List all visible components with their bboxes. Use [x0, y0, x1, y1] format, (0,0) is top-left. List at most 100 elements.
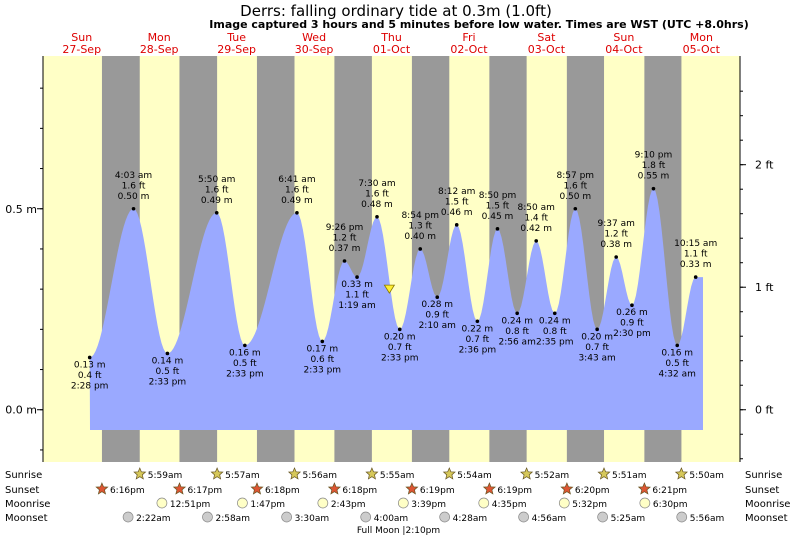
moonset-time: 2:58am — [215, 514, 250, 524]
moonset-time: 4:56am — [532, 514, 567, 524]
sunrise-icon — [442, 467, 456, 480]
tide-label: 0.50 m — [559, 192, 591, 202]
tide-label: 1.8 ft — [642, 161, 666, 171]
sunrise-icon — [674, 467, 688, 480]
moonrise-time: 4:35pm — [492, 500, 527, 510]
row-label-moonrise-left: Moonrise — [5, 499, 50, 510]
tide-label: 0.16 m — [661, 348, 693, 358]
tide-point — [552, 311, 557, 316]
tide-point — [243, 343, 247, 348]
moonset-icon — [439, 511, 451, 523]
tide-point — [342, 259, 347, 263]
tide-label: 0.5 ft — [665, 359, 689, 369]
sunset-icon — [250, 482, 264, 495]
tide-label: 1.3 ft — [408, 221, 432, 231]
tide-label: 0.8 ft — [543, 327, 567, 337]
chart-subtitle: Image captured 3 hours and 5 minutes bef… — [209, 18, 748, 31]
sunrise-icon — [210, 467, 224, 480]
tide-label: 0.7 ft — [388, 343, 412, 353]
tide-point — [454, 223, 459, 227]
moonrise-time: 1:47pm — [250, 500, 285, 510]
tide-labels: 0.13 m0.4 ft2:28 pm4:03 am1.6 ft0.50 m0.… — [71, 151, 717, 392]
tide-point — [87, 355, 92, 360]
tide-label: 0.33 m — [680, 260, 712, 270]
sunset-time: 6:21pm — [652, 486, 687, 496]
astronomy-rows: 5:59am 5:57am 5:56am 5:55am 5:54am 5:52am 5:51… — [95, 467, 724, 536]
tide-label: 0.5 ft — [156, 367, 180, 377]
tide-label: 2:33 pm — [226, 369, 264, 379]
tide-label: 0.4 ft — [78, 371, 102, 381]
tide-label: 0.17 m — [306, 344, 338, 354]
tide-point — [495, 227, 500, 231]
tide-point — [651, 186, 656, 191]
row-label-moonrise-right: Moonrise — [745, 499, 790, 510]
moonrise-icon — [317, 497, 329, 509]
sunrise-icon — [287, 467, 302, 480]
tide-point — [397, 327, 402, 332]
moonset-time: 4:00am — [374, 514, 409, 524]
tide-label: 0.42 m — [520, 224, 552, 234]
day-date: 30-Sep — [295, 43, 334, 56]
moonset-icon — [360, 511, 372, 523]
tide-point — [675, 343, 680, 348]
tide-label: 8:50 pm — [479, 191, 517, 201]
tide-label: 0.26 m — [616, 308, 648, 318]
tide-point — [630, 303, 634, 308]
sunset-time: 6:17pm — [187, 486, 222, 496]
tide-label: 9:37 am — [598, 219, 635, 229]
tide-label: 0.46 m — [441, 208, 473, 218]
tide-point — [614, 255, 618, 259]
tide-label: 0.13 m — [74, 360, 106, 370]
tide-label: 6:41 am — [278, 175, 315, 185]
tide-label: 2:35 pm — [536, 337, 574, 347]
moonset-icon — [676, 511, 688, 523]
day-headers: Sun27-SepMon28-SepTue29-SepWed30-SepThu0… — [62, 31, 720, 56]
tide-label: 4:03 am — [115, 171, 152, 181]
moonset-icon — [518, 511, 529, 523]
tide-label: 1.6 ft — [205, 185, 229, 195]
tide-label: 1.5 ft — [445, 197, 469, 207]
tide-label: 0.9 ft — [425, 311, 449, 321]
tide-label: 0.14 m — [152, 356, 184, 366]
sunset-time: 6:18pm — [265, 486, 300, 496]
moonset-icon — [281, 511, 292, 523]
tide-label: 0.6 ft — [310, 355, 334, 365]
moonrise-icon — [478, 497, 490, 509]
day-date: 05-Oct — [683, 43, 721, 56]
day-date: 29-Sep — [217, 43, 256, 56]
tide-point — [295, 210, 299, 215]
tide-label: 0.24 m — [501, 316, 533, 326]
sunset-time: 6:20pm — [575, 486, 610, 496]
sunset-icon — [327, 482, 341, 495]
tide-label: 0.48 m — [361, 200, 393, 210]
tide-label: 9:26 pm — [326, 223, 364, 233]
full-moon-label: Full Moon |2:10pm — [357, 526, 440, 536]
sunset-icon — [172, 482, 187, 495]
day-name: Thu — [380, 31, 402, 44]
tide-label: 1.6 ft — [122, 181, 146, 191]
tide-label: 0.16 m — [229, 348, 261, 358]
tide-label: 0.40 m — [404, 232, 436, 242]
tide-label: 2:33 pm — [381, 353, 419, 363]
tide-label: 7:30 am — [358, 179, 395, 189]
sunset-icon — [95, 482, 109, 495]
moonset-icon — [202, 511, 213, 523]
sunrise-icon — [520, 467, 534, 480]
tide-label: 0.55 m — [638, 172, 670, 182]
moonset-icon — [597, 511, 608, 523]
tide-label: 8:50 am — [518, 203, 555, 213]
tide-label: 4:32 am — [659, 369, 696, 379]
tide-point — [131, 206, 136, 211]
day-name: Fri — [462, 31, 475, 44]
sunrise-time: 5:52am — [535, 471, 570, 481]
tide-label: 0.49 m — [201, 196, 233, 206]
sunset-time: 6:18pm — [342, 486, 377, 496]
tide-curve — [89, 188, 703, 430]
sunrise-time: 5:50am — [689, 471, 724, 481]
tide-label: 0.49 m — [281, 196, 313, 206]
tide-label: 1:19 am — [338, 301, 375, 311]
tide-label: 2:28 pm — [71, 381, 109, 391]
sunrise-time: 5:56am — [302, 471, 337, 481]
tide-point — [435, 295, 440, 299]
